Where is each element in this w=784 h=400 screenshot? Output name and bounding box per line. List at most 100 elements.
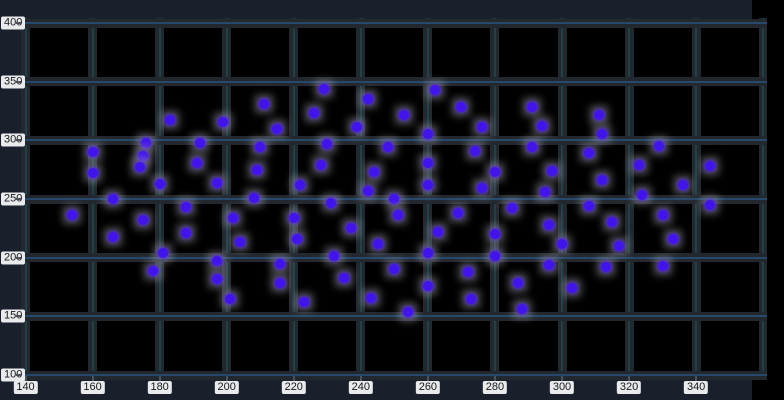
data-point-dot [248,192,259,203]
data-point-dot [271,123,282,134]
data-point-dot [597,175,608,186]
data-point-dot [392,210,403,221]
data-point-dot [292,233,303,244]
data-point-dot [526,102,537,113]
data-point-dot [634,159,645,170]
data-point-dot [543,259,554,270]
data-point-dot [402,306,413,317]
y-tick-mark [16,80,21,83]
data-point-dot [540,186,551,197]
y-tick-label: 350 [1,75,26,89]
data-point-dot [536,121,547,132]
x-tick-mark [225,376,228,381]
horizontal-gridline-core [21,374,767,376]
y-tick-label: 250 [1,192,26,206]
x-tick-mark [493,376,496,381]
data-point-dot [422,129,433,140]
data-point-dot [87,168,98,179]
data-point-dot [466,293,477,304]
data-point-dot [107,231,118,242]
data-point-dot [228,212,239,223]
data-point-dot [667,233,678,244]
data-point-dot [516,304,527,315]
data-point-dot [225,293,236,304]
data-point-dot [453,208,464,219]
x-tick-label: 240 [348,381,373,394]
data-point-dot [211,177,222,188]
data-point-dot [137,215,148,226]
data-point-dot [489,229,500,240]
data-point-dot [147,265,158,276]
x-tick-mark [24,376,27,381]
horizontal-gridline-core [21,22,767,24]
plot-area [21,18,767,380]
data-point-dot [593,109,604,120]
horizontal-gridline-core [21,256,767,259]
data-point-dot [194,137,205,148]
data-point-dot [476,183,487,194]
data-point-dot [704,199,715,210]
data-point-dot [369,167,380,177]
data-point-dot [607,217,618,228]
data-point-dot [328,251,339,262]
x-tick-mark [561,376,563,381]
data-point-dot [181,202,192,213]
horizontal-gridline-core [21,80,767,83]
x-tick-mark [359,376,362,381]
data-point-dot [295,179,306,190]
data-point-dot [345,223,356,234]
horizontal-gridline [21,253,767,263]
x-tick-label: 220 [281,381,306,394]
data-point-dot [87,147,98,158]
data-point-dot [614,240,624,251]
data-point-dot [255,142,266,153]
data-point-dot [164,115,175,126]
data-point-dot [67,210,78,221]
horizontal-gridline [21,311,767,321]
data-point-dot [218,116,229,127]
data-point-dot [298,297,309,308]
data-point-dot [258,98,269,109]
data-point-dot [154,178,165,189]
y-tick-mark [16,198,21,200]
data-point-dot [422,179,433,190]
y-tick-label: 100 [1,368,26,382]
x-tick-mark [628,376,631,381]
data-point-dot [352,122,363,133]
data-point-dot [456,102,467,113]
data-point-dot [600,262,611,273]
data-point-dot [382,142,393,153]
x-tick-label: 260 [415,381,441,394]
data-point-dot [583,201,594,212]
y-tick-label: 300 [1,133,26,147]
x-tick-label: 180 [147,381,172,394]
data-point-dot [506,203,517,214]
data-point-dot [677,179,688,190]
data-point-dot [476,122,487,133]
data-point-dot [637,190,648,201]
x-tick-mark [426,376,429,381]
data-point-dot [657,260,668,271]
data-point-dot [654,141,665,152]
data-point-dot [362,185,373,196]
data-point-dot [365,292,376,303]
data-point-dot [325,197,336,208]
data-point-dot [372,238,383,249]
data-point-dot [526,142,537,153]
y-tick-mark [16,22,21,24]
y-tick-label: 200 [1,251,26,265]
x-tick-label: 280 [482,381,508,394]
y-tick-mark [16,374,21,376]
x-tick-mark [695,376,698,381]
data-point-dot [235,237,246,248]
y-tick-mark [16,315,21,318]
horizontal-gridline [21,370,767,380]
data-point-dot [513,278,524,289]
data-point-dot [422,280,433,291]
data-point-dot [275,258,286,269]
data-point-dot [704,161,715,172]
x-tick-label: 200 [214,381,239,394]
data-point-dot [422,247,433,258]
x-tick-mark [292,376,295,381]
